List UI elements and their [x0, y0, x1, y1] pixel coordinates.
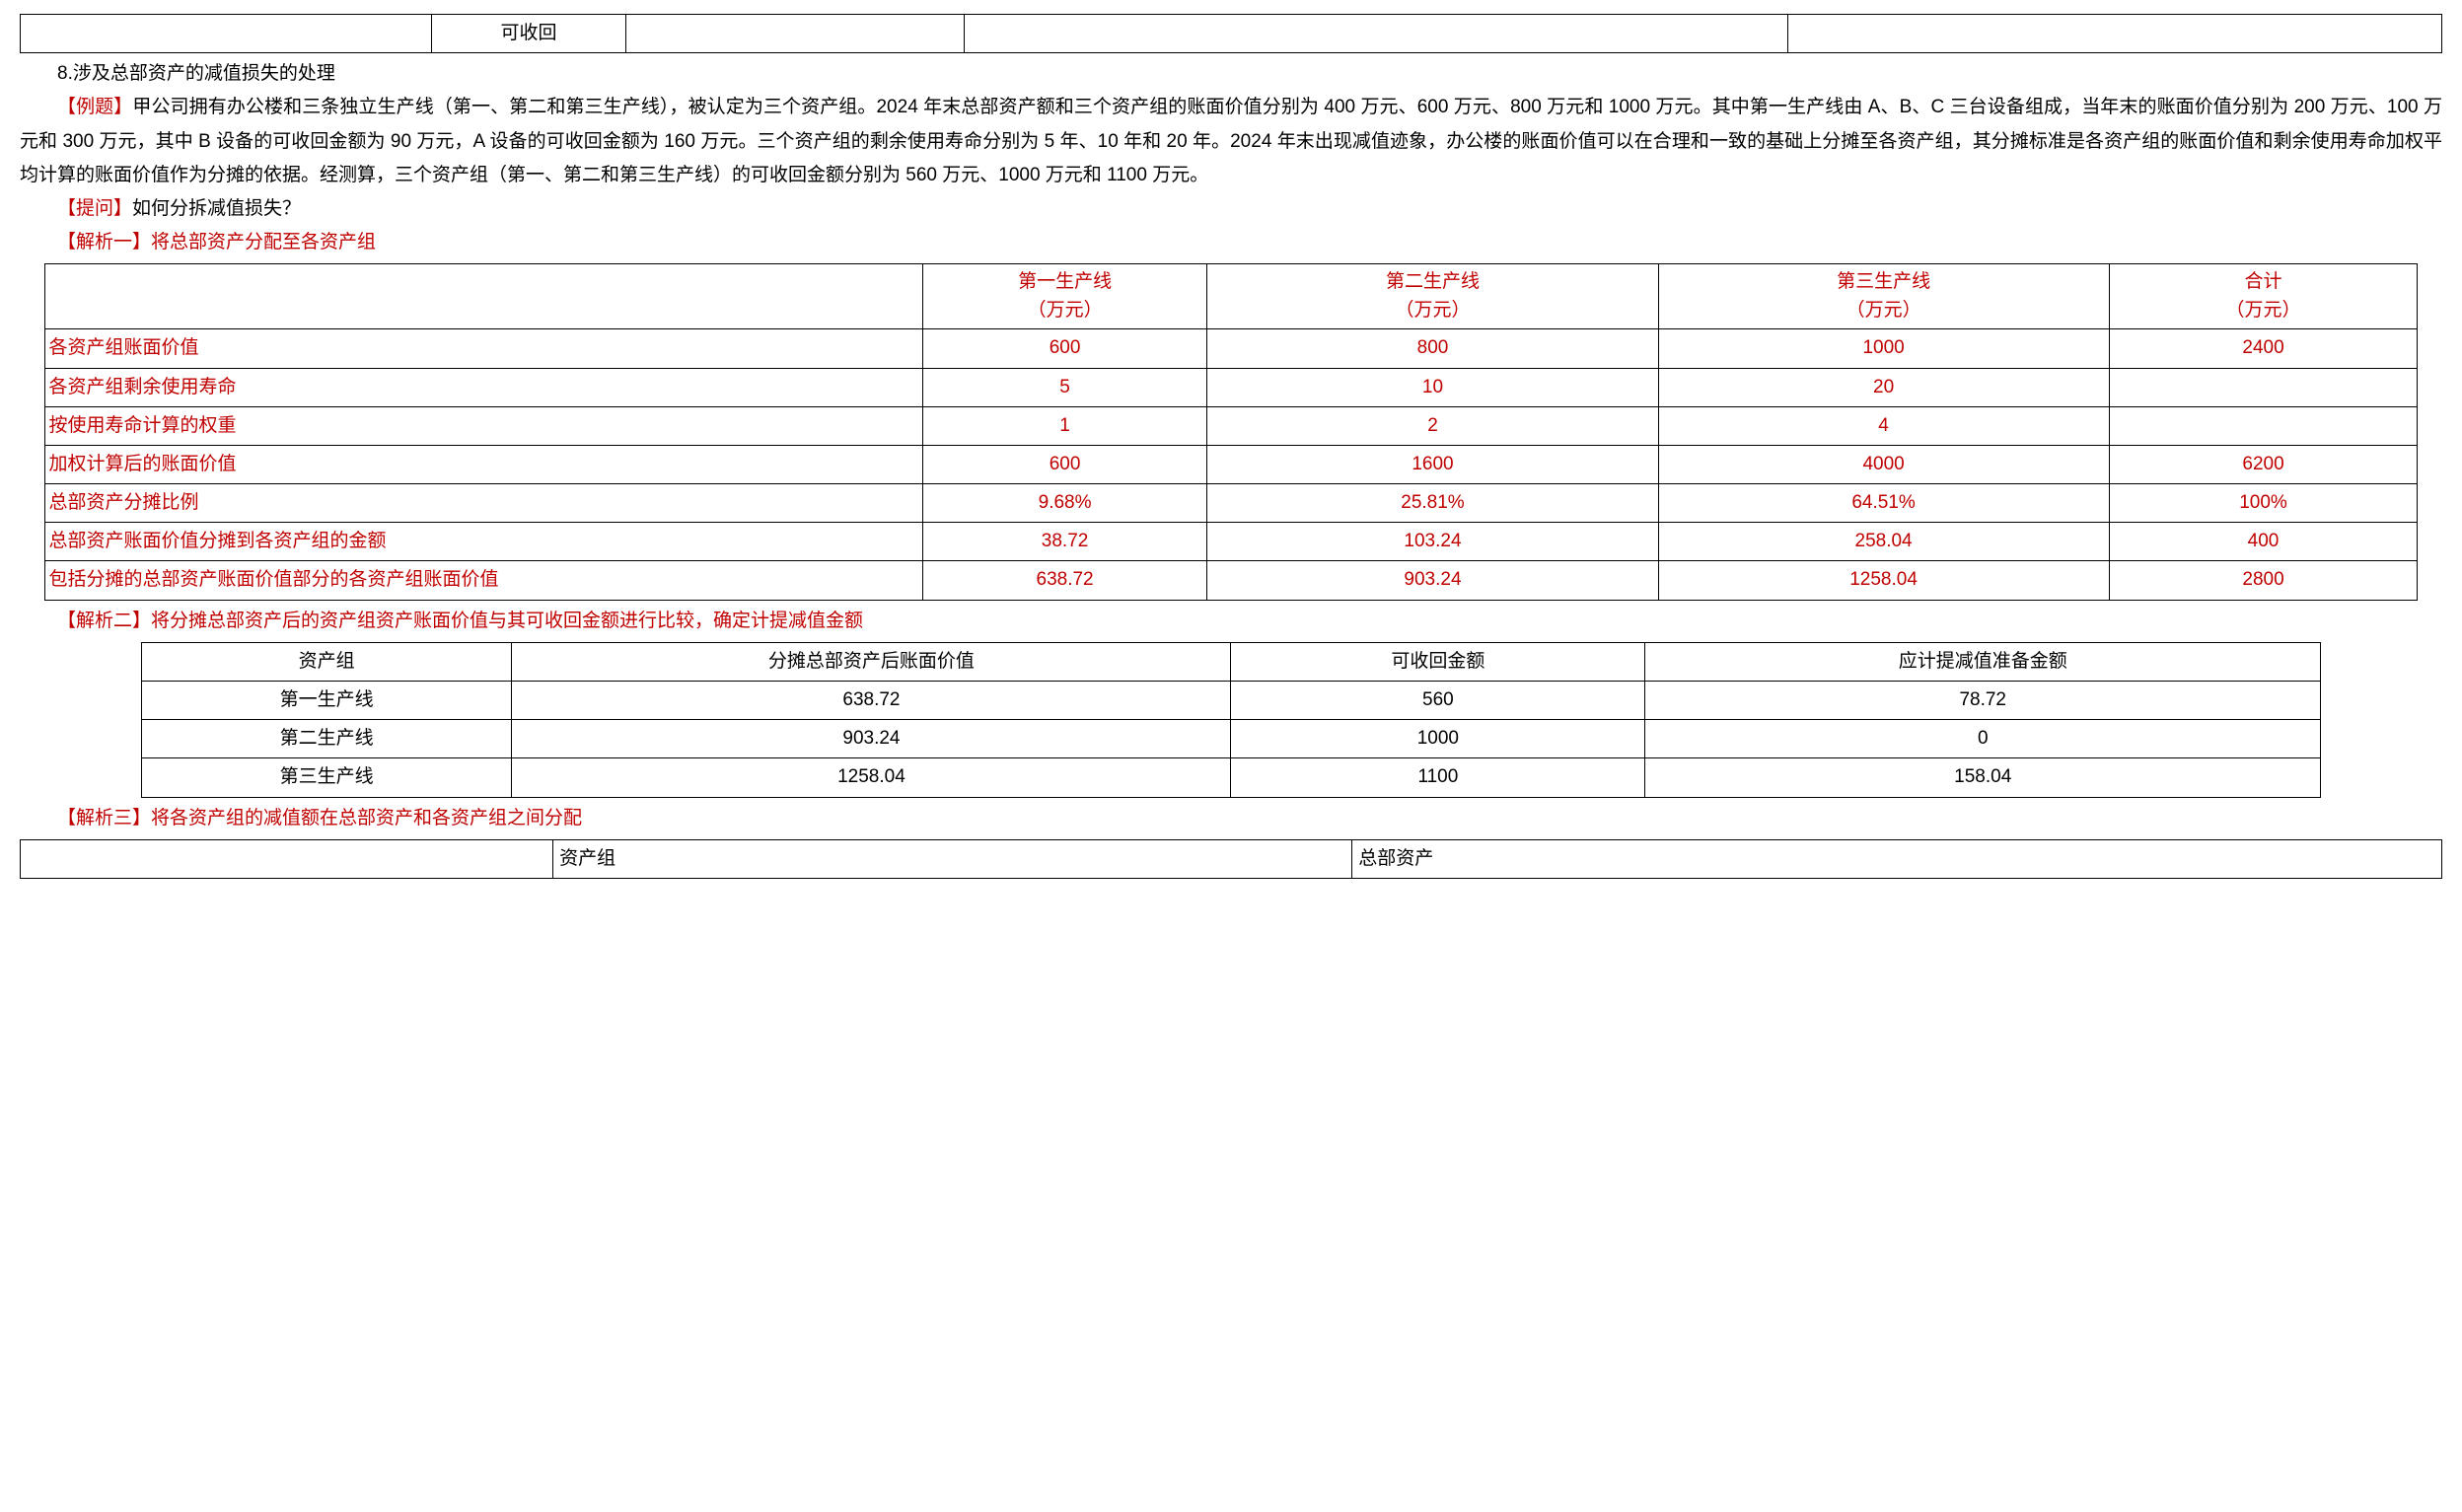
t1-cell: 4 [1658, 406, 2109, 445]
t2-cell: 第一生产线 [141, 682, 512, 720]
analysis1-paragraph: 【解析一】将总部资产分配至各资产组 [20, 226, 2442, 259]
t1-cell: 2800 [2109, 561, 2418, 600]
top-fragment-table: 可收回 [20, 14, 2442, 53]
t1-cell: 9.68% [922, 484, 1207, 523]
top-blank-1 [21, 15, 432, 53]
t2-cell: 560 [1231, 682, 1645, 720]
t1-rowlabel: 加权计算后的账面价值 [44, 445, 922, 483]
analysis3-paragraph: 【解析三】将各资产组的减值额在总部资产和各资产组之间分配 [20, 802, 2442, 835]
t1-cell [2109, 406, 2418, 445]
analysis3-text: 将各资产组的减值额在总部资产和各资产组之间分配 [151, 808, 582, 828]
t1-cell: 638.72 [922, 561, 1207, 600]
t1-header-col3: 第三生产线（万元） [1658, 264, 2109, 329]
t3-blank [21, 839, 553, 878]
t1-header-col2: 第二生产线（万元） [1207, 264, 1658, 329]
t1-cell: 800 [1207, 329, 1658, 368]
t1-cell [2109, 368, 2418, 406]
t1-cell: 2 [1207, 406, 1658, 445]
t1-cell: 600 [922, 329, 1207, 368]
t1-cell: 64.51% [1658, 484, 2109, 523]
allocation-table: 第一生产线（万元）第二生产线（万元）第三生产线（万元）合计（万元） 各资产组账面价… [44, 263, 2419, 600]
t2-cell: 638.72 [512, 682, 1231, 720]
analysis2-text: 将分摊总部资产后的资产组资产账面价值与其可收回金额进行比较，确定计提减值金额 [151, 611, 863, 631]
t1-cell: 10 [1207, 368, 1658, 406]
analysis2-label: 【解析二】 [57, 611, 151, 631]
t2-cell: 1000 [1231, 720, 1645, 758]
t1-cell: 100% [2109, 484, 2418, 523]
top-label-cell: 可收回 [432, 15, 625, 53]
t1-cell: 2400 [2109, 329, 2418, 368]
t2-cell: 1258.04 [512, 758, 1231, 797]
t2-cell: 0 [1645, 720, 2321, 758]
t2-cell: 158.04 [1645, 758, 2321, 797]
t3-asset-group: 资产组 [553, 839, 1352, 878]
t1-cell: 1000 [1658, 329, 2109, 368]
top-blank-2 [625, 15, 965, 53]
t1-rowlabel: 各资产组剩余使用寿命 [44, 368, 922, 406]
t1-cell: 6200 [2109, 445, 2418, 483]
t1-cell: 258.04 [1658, 523, 2109, 561]
t2-header-c2: 分摊总部资产后账面价值 [512, 642, 1231, 681]
t1-cell: 1 [922, 406, 1207, 445]
distribution-table: 资产组 总部资产 [20, 839, 2442, 879]
example-paragraph: 【例题】甲公司拥有办公楼和三条独立生产线（第一、第二和第三生产线），被认定为三个… [20, 91, 2442, 192]
t2-header-c1: 资产组 [141, 642, 512, 681]
t2-header-c4: 应计提减值准备金额 [1645, 642, 2321, 681]
t1-cell: 4000 [1658, 445, 2109, 483]
t2-cell: 1100 [1231, 758, 1645, 797]
impairment-table: 资产组分摊总部资产后账面价值可收回金额应计提减值准备金额第一生产线638.725… [141, 642, 2321, 798]
example-body: 甲公司拥有办公楼和三条独立生产线（第一、第二和第三生产线），被认定为三个资产组。… [20, 97, 2442, 184]
t2-cell: 第三生产线 [141, 758, 512, 797]
t2-cell: 第二生产线 [141, 720, 512, 758]
t1-rowlabel: 包括分摊的总部资产账面价值部分的各资产组账面价值 [44, 561, 922, 600]
t3-hq-asset: 总部资产 [1352, 839, 2442, 878]
question-paragraph: 【提问】如何分拆减值损失？ [20, 192, 2442, 226]
t1-cell: 20 [1658, 368, 2109, 406]
question-text: 如何分拆减值损失？ [132, 198, 301, 219]
t1-cell: 5 [922, 368, 1207, 406]
t1-header-blank [44, 264, 922, 329]
question-label: 【提问】 [57, 198, 132, 219]
t1-cell: 103.24 [1207, 523, 1658, 561]
analysis1-label: 【解析一】 [57, 232, 151, 252]
section-8-title: 8.涉及总部资产的减值损失的处理 [20, 57, 2442, 91]
t1-cell: 400 [2109, 523, 2418, 561]
t1-cell: 25.81% [1207, 484, 1658, 523]
t1-cell: 38.72 [922, 523, 1207, 561]
t1-header-col4: 合计（万元） [2109, 264, 2418, 329]
t1-rowlabel: 按使用寿命计算的权重 [44, 406, 922, 445]
example-label: 【例题】 [57, 97, 132, 117]
t2-cell: 903.24 [512, 720, 1231, 758]
t1-cell: 1600 [1207, 445, 1658, 483]
t1-rowlabel: 总部资产账面价值分摊到各资产组的金额 [44, 523, 922, 561]
t1-cell: 600 [922, 445, 1207, 483]
t1-rowlabel: 总部资产分摊比例 [44, 484, 922, 523]
t2-header-c3: 可收回金额 [1231, 642, 1645, 681]
t1-header-col1: 第一生产线（万元） [922, 264, 1207, 329]
top-blank-3 [965, 15, 1788, 53]
analysis1-text: 将总部资产分配至各资产组 [151, 232, 376, 252]
t1-cell: 1258.04 [1658, 561, 2109, 600]
t1-rowlabel: 各资产组账面价值 [44, 329, 922, 368]
top-blank-4 [1788, 15, 2442, 53]
analysis3-label: 【解析三】 [57, 808, 151, 828]
t1-cell: 903.24 [1207, 561, 1658, 600]
analysis2-paragraph: 【解析二】将分摊总部资产后的资产组资产账面价值与其可收回金额进行比较，确定计提减… [20, 605, 2442, 638]
t2-cell: 78.72 [1645, 682, 2321, 720]
